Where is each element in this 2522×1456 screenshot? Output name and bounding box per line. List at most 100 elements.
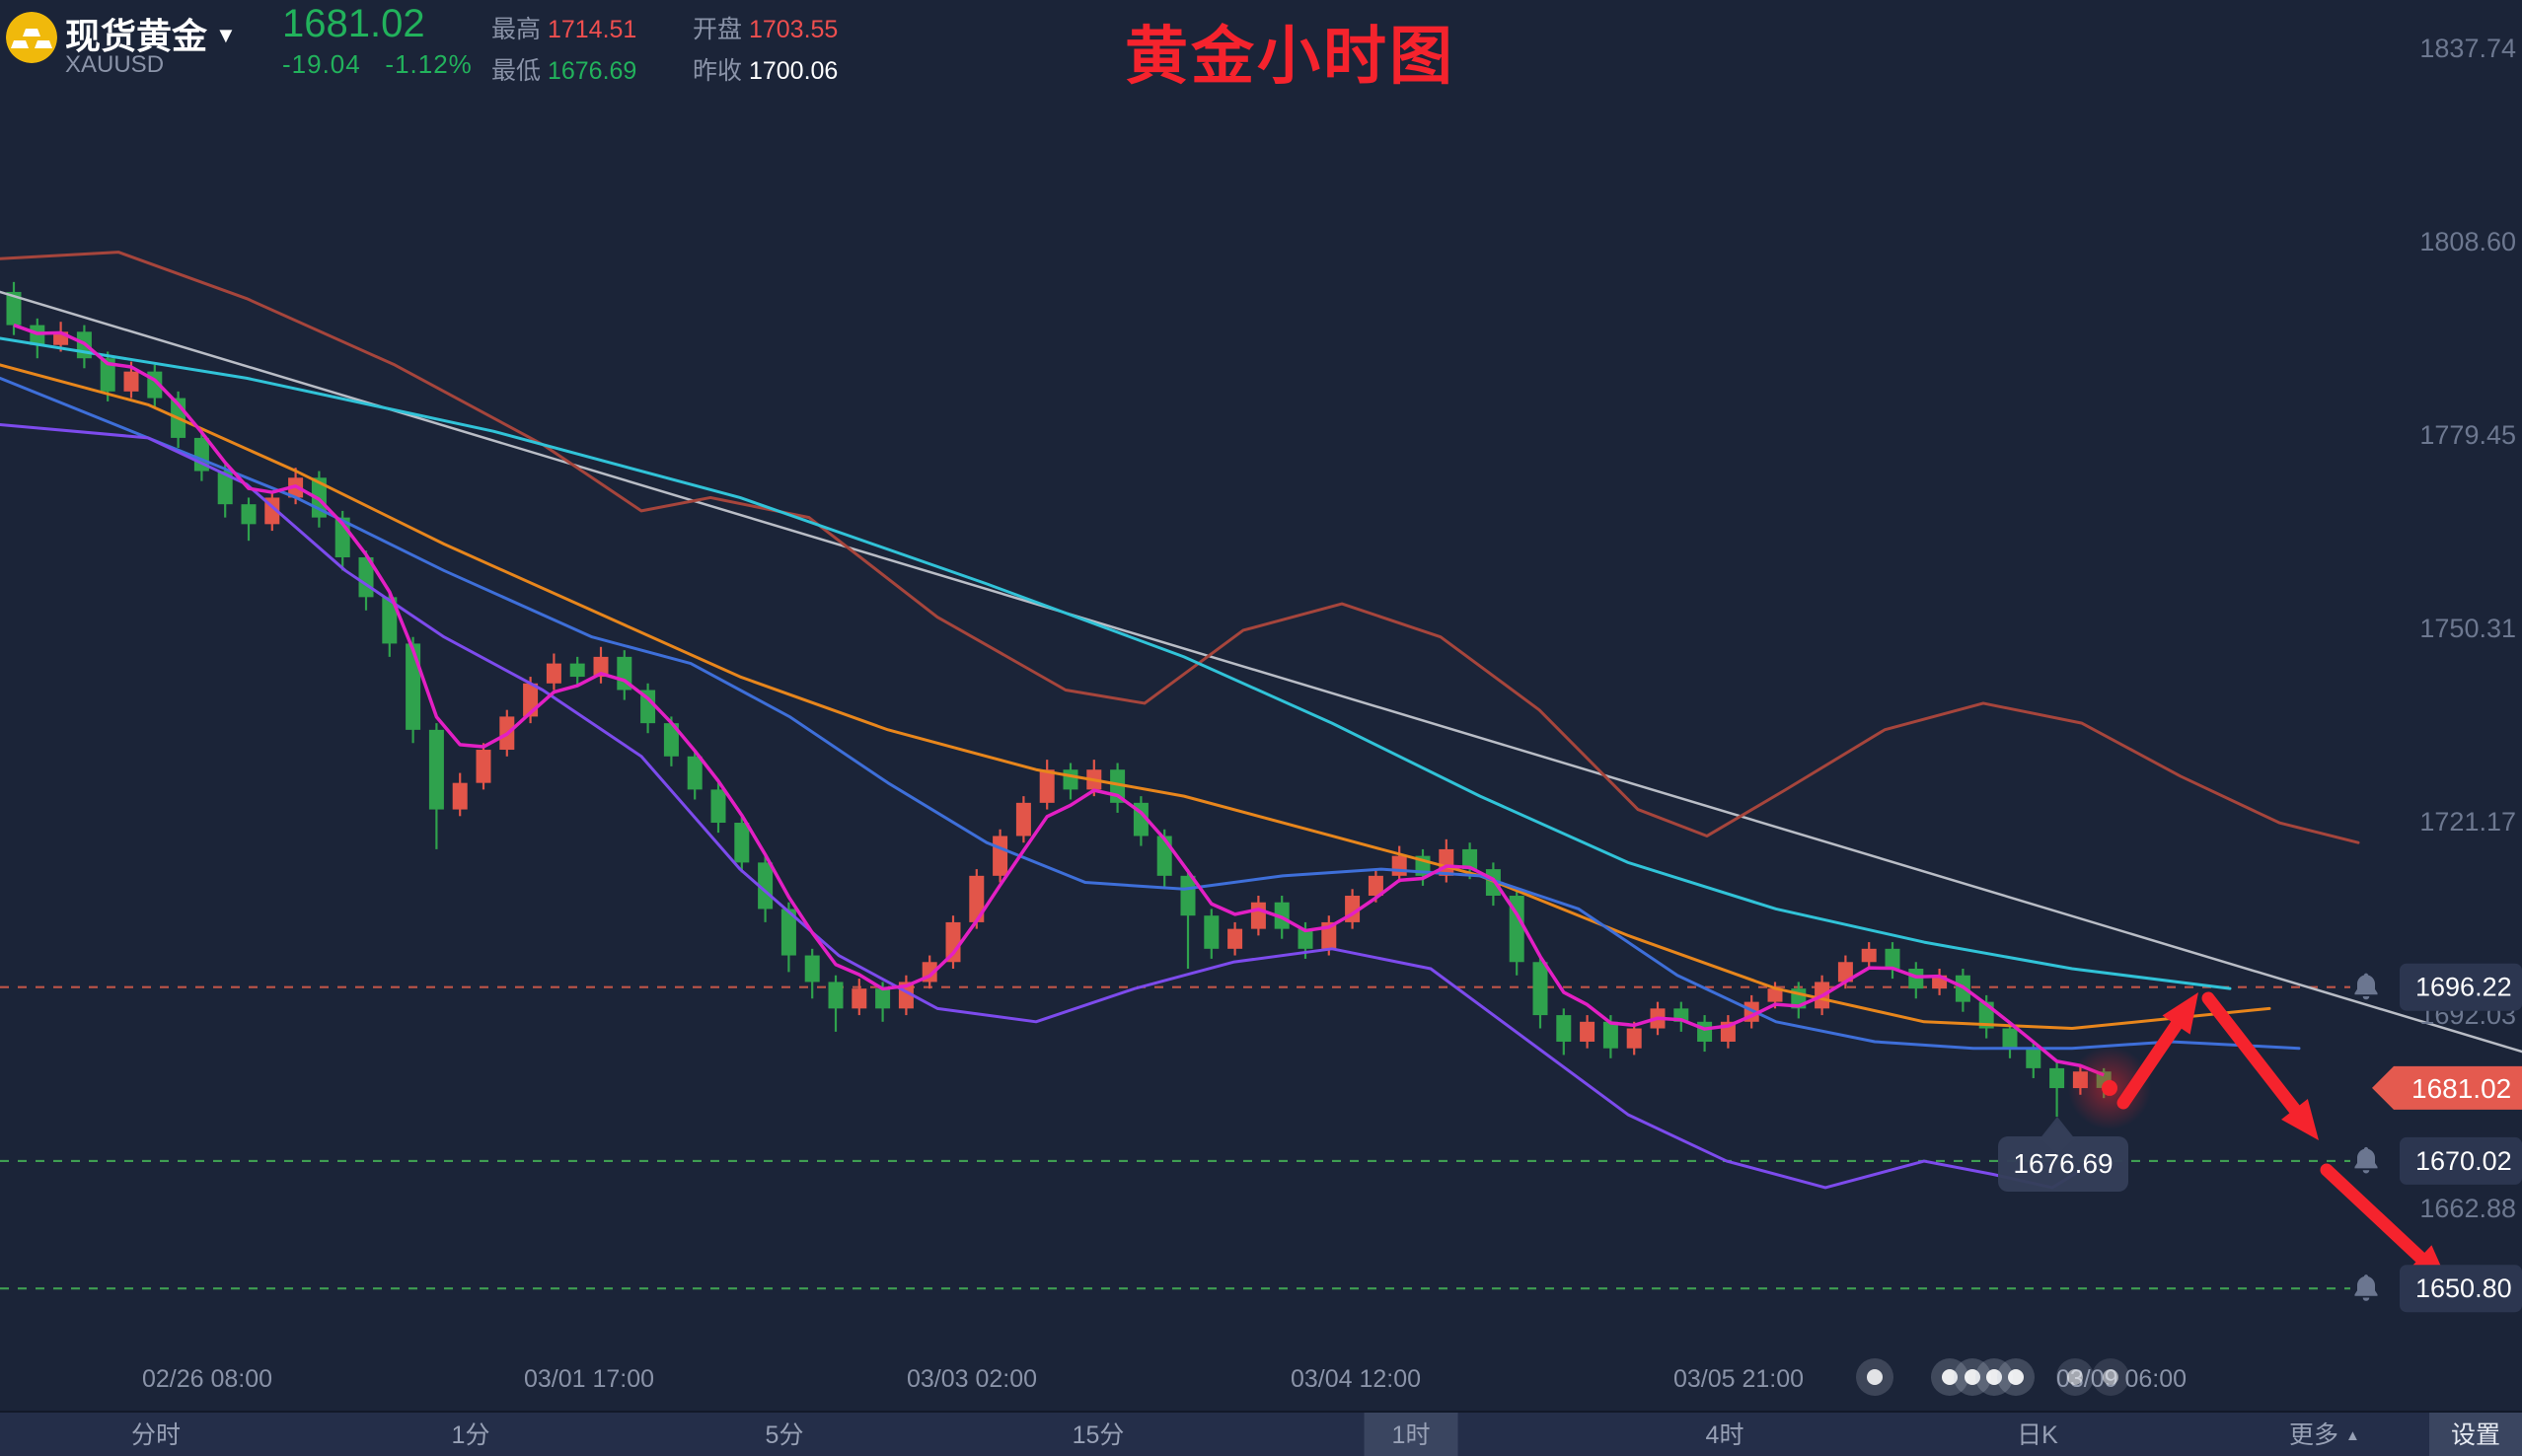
candle-body: [828, 982, 844, 1009]
alert-price-box[interactable]: [2400, 1136, 2522, 1185]
time-tick: 03/03 02:00: [906, 1365, 1038, 1393]
alert-price-box[interactable]: [2400, 963, 2522, 1011]
candle-body: [852, 988, 867, 1009]
time-tick: 03/05 21:00: [1672, 1365, 1805, 1393]
candle-body: [993, 836, 1008, 876]
candle-body: [1063, 769, 1078, 790]
last-price: 1681.02: [282, 2, 425, 45]
ma-slow-darkred-line: [0, 251, 2360, 844]
touch-dot: [1942, 1369, 1958, 1385]
more-timeframes-button[interactable]: 更多 ▲: [2289, 1413, 2360, 1456]
candle-body: [663, 723, 679, 757]
price-tick-1779.45: 1779.45: [2419, 420, 2516, 450]
candle-body: [1250, 902, 1266, 929]
candle-body: [1180, 875, 1196, 916]
tab-timeframe-15分[interactable]: 15分: [1072, 1421, 1125, 1449]
candle-body: [546, 663, 561, 684]
forecast-arrow-shaft-1: [2116, 1018, 2184, 1110]
candle-body: [1532, 962, 1548, 1016]
current-price-dot: [2102, 1079, 2117, 1096]
trendline-line: [0, 290, 2522, 1054]
stat-最高: 最高 1714.51: [491, 16, 637, 43]
candle-body: [734, 823, 750, 863]
candle-body: [2002, 1028, 2018, 1049]
tab-timeframe-1分[interactable]: 1分: [451, 1421, 490, 1449]
candle-body: [406, 643, 421, 730]
candle-body: [593, 656, 609, 678]
candle-body: [1837, 962, 1853, 983]
candle-body: [241, 504, 257, 525]
settings-button[interactable]: 设置: [2429, 1413, 2522, 1456]
forecast-arrow-head-2: [2281, 1098, 2319, 1140]
ma-orange-line: [0, 363, 2271, 1031]
change-percent: -1.12%: [385, 49, 473, 79]
price-tick-1808.60: 1808.60: [2419, 227, 2516, 256]
candle-body: [1885, 948, 1900, 969]
touch-dot: [1867, 1369, 1883, 1385]
stat-昨收: 昨收 1700.06: [693, 57, 839, 85]
tab-timeframe-日K[interactable]: 日K: [2017, 1421, 2058, 1449]
candle-body: [1626, 1028, 1642, 1049]
candle-body: [1227, 928, 1243, 949]
candle-body: [1462, 848, 1478, 870]
alert-bell-icon-1670.02[interactable]: [2354, 1146, 2378, 1174]
current-price-label: 1681.02: [2411, 1073, 2511, 1104]
change-value: -19.04: [282, 49, 361, 79]
price-change: -19.04 -1.12%: [282, 49, 473, 80]
price-tick-1837.74: 1837.74: [2419, 34, 2516, 63]
candle-body: [6, 291, 22, 326]
candle-body: [123, 371, 139, 392]
candle-body: [710, 789, 726, 824]
forecast-arrow-head-1: [2162, 992, 2198, 1035]
instrument-header: 现货黄金 ▼ XAUUSD 1681.02 -19.04 -1.12% 最高 17…: [0, 0, 1085, 89]
instrument-name-selector[interactable]: 现货黄金 ▼: [65, 8, 237, 59]
alert-bell-icon-1696.22[interactable]: [2354, 973, 2378, 1000]
candle-body: [1015, 802, 1031, 837]
alert-bell-icon-1650.80[interactable]: [2354, 1274, 2378, 1301]
candle-body: [1039, 769, 1055, 803]
candle-body: [1509, 896, 1524, 963]
candle-body: [1368, 875, 1383, 897]
price-tick-1662.88: 1662.88: [2419, 1194, 2516, 1223]
candle-body: [476, 750, 491, 783]
session-low-tooltip: 1676.69: [1998, 1136, 2128, 1192]
time-tick: 02/26 08:00: [141, 1365, 273, 1393]
alert-price-box[interactable]: [2400, 1265, 2522, 1313]
candle-body: [687, 756, 703, 790]
candle-body: [428, 729, 444, 810]
candle-body: [1274, 902, 1290, 929]
candle-body: [217, 471, 233, 505]
candle-body: [804, 955, 820, 983]
candle-body: [1580, 1021, 1595, 1042]
price-tick-1721.17: 1721.17: [2419, 807, 2516, 837]
candle-body: [1908, 968, 1924, 989]
candle-body: [1767, 988, 1783, 1002]
candle-body: [2026, 1048, 2041, 1068]
tab-timeframe-1时[interactable]: 1时: [1364, 1413, 1458, 1456]
chevron-down-icon: ▼: [215, 23, 237, 47]
candle-body: [100, 358, 115, 392]
alert-price-1650.80: 1650.80: [2415, 1274, 2512, 1303]
candle-body: [1298, 928, 1313, 949]
candle-body: [1861, 948, 1877, 963]
candle-body: [875, 988, 891, 1009]
instrument-symbol: XAUUSD: [65, 51, 165, 78]
alert-price-1670.02: 1670.02: [2415, 1146, 2512, 1176]
ma-blue-line: [0, 376, 2301, 1051]
tab-timeframe-5分[interactable]: 5分: [765, 1421, 804, 1449]
stat-最低: 最低 1676.69: [491, 57, 637, 85]
candle-body: [780, 909, 796, 956]
forecast-arrow-shaft-2: [2201, 991, 2301, 1116]
tab-timeframe-分时[interactable]: 分时: [130, 1421, 182, 1449]
ma-cyan-line: [0, 336, 2232, 990]
tab-timeframe-4时[interactable]: 4时: [1705, 1421, 1744, 1449]
candle-body: [640, 690, 656, 724]
instrument-name: 现货黄金: [65, 16, 208, 56]
candle-body: [569, 663, 585, 678]
time-tick: 03/04 12:00: [1290, 1365, 1422, 1393]
touch-dot: [1986, 1369, 2002, 1385]
timeframe-toolbar: 分时 1分 5分 15分 1时 4时 日K 更多 ▲ 设置: [0, 1411, 2522, 1456]
candle-body: [1697, 1021, 1713, 1042]
